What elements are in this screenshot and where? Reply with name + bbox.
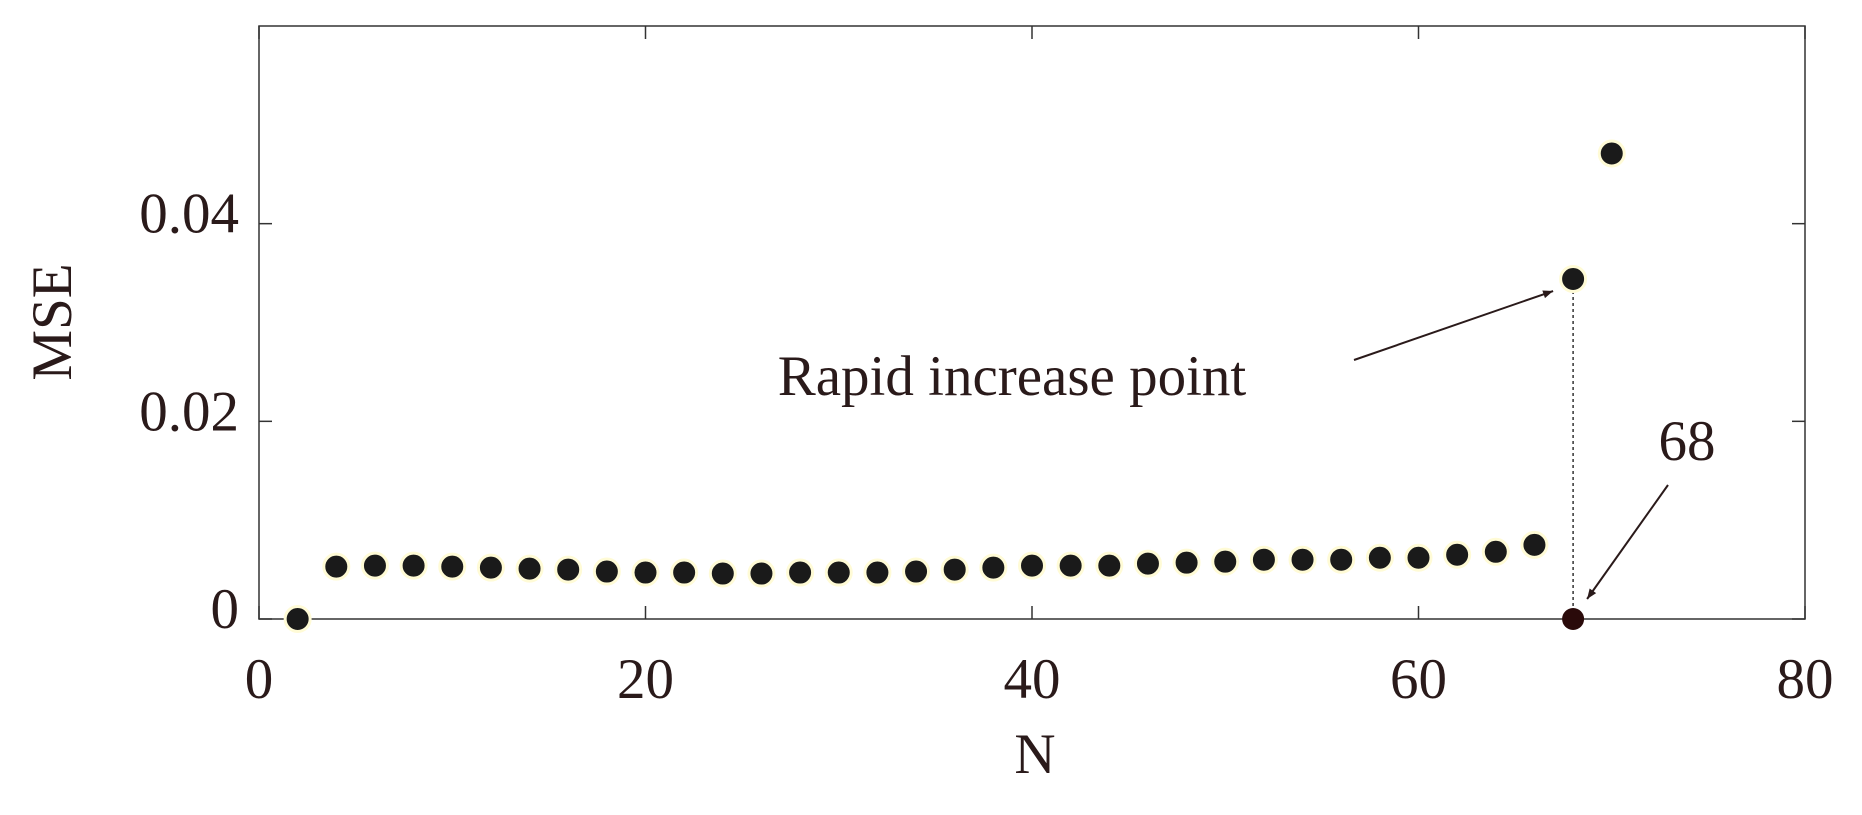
data-point — [1172, 548, 1201, 577]
data-point — [1018, 551, 1046, 580]
data-point — [670, 558, 699, 587]
data-point — [708, 559, 737, 588]
data-point — [1597, 139, 1626, 168]
data-point — [902, 557, 931, 586]
x-axis-label: N — [1014, 723, 1055, 786]
data-point — [1327, 545, 1356, 574]
data-point — [824, 558, 853, 587]
data-point — [1056, 551, 1085, 580]
data-point — [1211, 547, 1240, 576]
data-point — [1133, 549, 1162, 578]
data-point — [283, 605, 312, 633]
data-point — [1288, 545, 1317, 574]
x-tick-label: 40 — [1004, 648, 1061, 711]
data-point — [399, 551, 428, 580]
data-point — [747, 559, 776, 588]
y-tick-label: 0 — [211, 578, 240, 641]
y-tick-label: 0.04 — [139, 183, 239, 246]
x-tick-label: 80 — [1777, 648, 1834, 711]
data-point — [863, 558, 892, 587]
data-point — [631, 558, 660, 587]
data-point — [979, 553, 1008, 582]
data-point — [592, 557, 621, 586]
data-point — [1520, 530, 1549, 559]
x-tick-label: 0 — [245, 648, 274, 711]
data-point — [1365, 543, 1394, 572]
data-point — [360, 551, 389, 580]
data-point — [476, 553, 505, 582]
y-tick-label: 0.02 — [139, 380, 239, 443]
annotation-point — [1562, 608, 1585, 630]
annotation-text: Rapid increase point — [778, 345, 1247, 408]
data-point — [1404, 543, 1433, 572]
annotation-text: 68 — [1659, 410, 1716, 473]
y-axis-label: MSE — [21, 263, 84, 380]
data-point — [786, 558, 815, 587]
data-point — [1481, 537, 1510, 566]
data-point — [1443, 540, 1472, 569]
data-point — [438, 552, 467, 581]
annotation-arrow — [1353, 290, 1554, 361]
data-point — [322, 552, 351, 581]
x-tick-label: 20 — [617, 648, 674, 711]
data-point — [1095, 551, 1124, 580]
data-point — [1559, 265, 1588, 294]
annotation-arrow — [1586, 484, 1669, 600]
data-point — [940, 555, 969, 584]
x-tick-label: 60 — [1390, 648, 1447, 711]
data-point — [554, 555, 583, 584]
data-point — [1249, 545, 1278, 574]
data-point — [515, 554, 544, 583]
